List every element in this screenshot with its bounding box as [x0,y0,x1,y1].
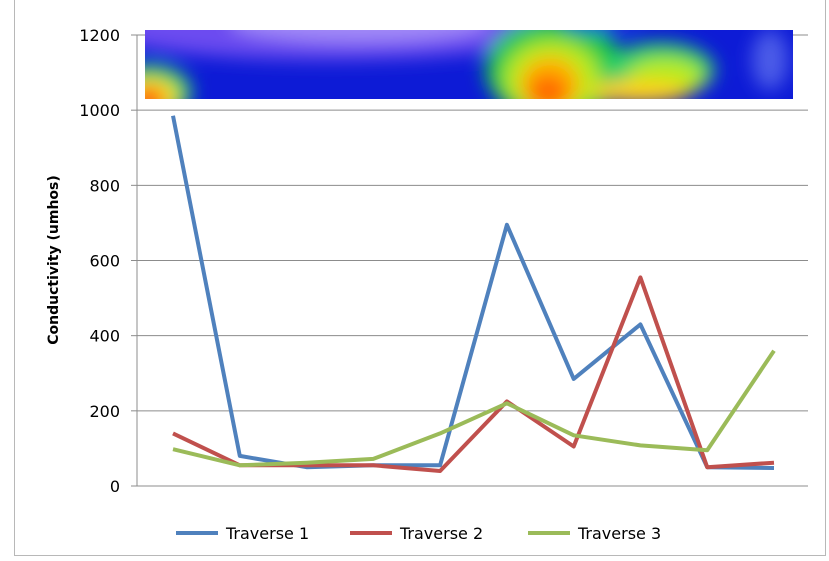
conductivity-heatmap-strip [145,30,793,99]
legend-label-1: Traverse 1 [225,524,309,543]
y-tick-label: 1200 [79,26,120,45]
y-tick-label: 400 [89,327,120,346]
y-tick-label: 0 [110,477,120,496]
legend: Traverse 1 Traverse 2 Traverse 3 [176,524,661,543]
legend-label-3: Traverse 3 [577,524,661,543]
y-tick-labels: 0 200 400 600 800 1000 1200 [79,26,137,496]
series-line-2 [172,275,775,473]
series-line-3 [172,349,776,468]
y-tick-label: 1000 [79,101,120,120]
y-axis-label: Conductivity (umhos) [46,175,62,345]
series-line-1 [171,115,775,470]
series-lines [171,115,776,473]
y-tick-label: 200 [89,402,120,421]
legend-label-2: Traverse 2 [399,524,483,543]
y-tick-label: 600 [89,252,120,271]
y-tick-label: 800 [89,176,120,195]
